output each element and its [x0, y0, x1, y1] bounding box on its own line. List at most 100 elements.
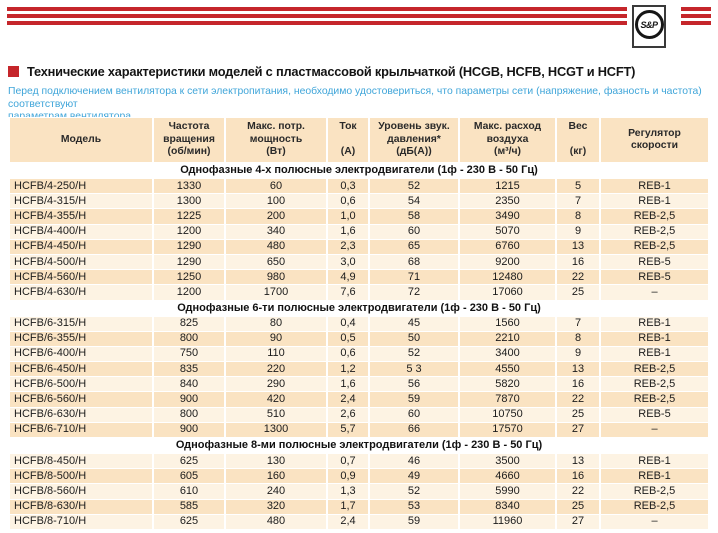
sp-logo-text: S&P: [640, 19, 658, 30]
model-cell: HCFB/6-450/H: [10, 362, 152, 377]
column-header-line: мощность: [249, 133, 303, 145]
table-row: HCFB/6-355/H 800 90 0,5 50 2210 8 REB-1: [10, 331, 708, 346]
value-cell-airflow: 1215: [460, 179, 555, 194]
value-cell-current: 2,4: [328, 392, 368, 407]
column-header-line: (об/мин): [167, 146, 211, 158]
value-cell-airflow: 17060: [460, 285, 555, 300]
section-title: Однофазные 4-х полюсные электродвигатели…: [10, 163, 708, 178]
value-cell-controller: REB-1: [601, 454, 708, 469]
column-header-line: Вес: [568, 121, 588, 133]
value-cell-speed: 1200: [154, 224, 224, 239]
value-cell-current: 1,2: [328, 362, 368, 377]
value-cell-noise: 49: [370, 469, 458, 484]
model-cell: HCFB/8-710/H: [10, 514, 152, 529]
value-cell-airflow: 2210: [460, 331, 555, 346]
value-cell-noise: 50: [370, 331, 458, 346]
red-stripe: [7, 21, 627, 25]
column-header-weight: Вес (кг): [557, 118, 599, 162]
table-row: HCFB/4-355/H 1225 200 1,0 58 3490 8 REB-2,5: [10, 209, 708, 224]
value-cell-noise: 59: [370, 514, 458, 529]
value-cell-noise: 45: [370, 316, 458, 331]
value-cell-controller: REB-5: [601, 407, 708, 422]
model-cell: HCFB/4-500/H: [10, 254, 152, 270]
value-cell-weight: 7: [557, 316, 599, 331]
column-header-line: Регулятор: [628, 127, 681, 139]
spec-table: Модель Частота вращения (об/мин) Макс. потр.…: [8, 117, 710, 530]
value-cell-speed: 800: [154, 331, 224, 346]
value-cell-controller: –: [601, 285, 708, 300]
table-row: HCFB/4-630/H 1200 1700 7,6 72 17060 25–: [10, 285, 708, 300]
value-cell-current: 0,5: [328, 331, 368, 346]
value-cell-power: 650: [226, 254, 326, 270]
value-cell-weight: 16: [557, 254, 599, 270]
value-cell-weight: 5: [557, 179, 599, 194]
column-header-line: Ток: [339, 121, 357, 133]
value-cell-power: 80: [226, 316, 326, 331]
model-cell: HCFB/6-500/H: [10, 377, 152, 392]
value-cell-power: 1300: [226, 422, 326, 437]
value-cell-controller: REB-2,5: [601, 362, 708, 377]
table-row: HCFB/8-560/H 610 240 1,3 52 5990 22 REB-2,5: [10, 484, 708, 499]
value-cell-power: 480: [226, 514, 326, 529]
value-cell-noise: 65: [370, 239, 458, 254]
value-cell-speed: 900: [154, 392, 224, 407]
value-cell-airflow: 4660: [460, 469, 555, 484]
intro-note-line: Перед подключением вентилятора к сети эл…: [8, 86, 702, 110]
column-header-line: вращения: [163, 133, 215, 145]
value-cell-airflow: 5990: [460, 484, 555, 499]
value-cell-current: 7,6: [328, 285, 368, 300]
model-cell: HCFB/8-560/H: [10, 484, 152, 499]
red-stripe: [7, 7, 627, 11]
value-cell-weight: 9: [557, 346, 599, 362]
red-square-bullet-icon: [8, 66, 19, 77]
section-title: Однофазные 6-ти полюсные электродвигател…: [10, 300, 708, 316]
column-header-power: Макс. потр. мощность (Вт): [226, 118, 326, 162]
column-header-airflow: Макс. расход воздуха (м³/ч): [460, 118, 555, 162]
value-cell-speed: 1250: [154, 270, 224, 285]
value-cell-current: 0,7: [328, 454, 368, 469]
model-cell: HCFB/6-560/H: [10, 392, 152, 407]
value-cell-power: 320: [226, 499, 326, 514]
value-cell-noise: 54: [370, 194, 458, 209]
value-cell-controller: REB-5: [601, 254, 708, 270]
sp-logo: S&P: [632, 5, 666, 48]
value-cell-power: 100: [226, 194, 326, 209]
value-cell-weight: 16: [557, 377, 599, 392]
column-header-line: Частота: [168, 121, 210, 133]
value-cell-noise: 60: [370, 224, 458, 239]
value-cell-airflow: 4550: [460, 362, 555, 377]
value-cell-controller: REB-2,5: [601, 392, 708, 407]
value-cell-speed: 900: [154, 422, 224, 437]
value-cell-speed: 800: [154, 407, 224, 422]
value-cell-controller: –: [601, 514, 708, 529]
value-cell-airflow: 9200: [460, 254, 555, 270]
value-cell-power: 980: [226, 270, 326, 285]
value-cell-weight: 8: [557, 209, 599, 224]
value-cell-controller: REB-1: [601, 194, 708, 209]
value-cell-controller: REB-1: [601, 469, 708, 484]
value-cell-power: 290: [226, 377, 326, 392]
red-stripe: [681, 14, 711, 18]
value-cell-speed: 610: [154, 484, 224, 499]
value-cell-controller: REB-1: [601, 346, 708, 362]
value-cell-weight: 25: [557, 285, 599, 300]
value-cell-power: 420: [226, 392, 326, 407]
column-header-line: (кг): [569, 146, 587, 158]
value-cell-airflow: 8340: [460, 499, 555, 514]
model-cell: HCFB/8-450/H: [10, 454, 152, 469]
value-cell-speed: 585: [154, 499, 224, 514]
value-cell-noise: 72: [370, 285, 458, 300]
column-header-current: Ток (А): [328, 118, 368, 162]
value-cell-power: 240: [226, 484, 326, 499]
red-stripe: [681, 21, 711, 25]
value-cell-airflow: 11960: [460, 514, 555, 529]
table-row: HCFB/4-450/H 1290 480 2,3 65 6760 13 REB-2,5: [10, 239, 708, 254]
table-row: HCFB/6-450/H 835 220 1,2 5 3 4550 13 REB-2,5: [10, 362, 708, 377]
model-cell: HCFB/4-630/H: [10, 285, 152, 300]
spec-table-head: Модель Частота вращения (об/мин) Макс. потр.…: [10, 118, 708, 162]
column-header-line: [557, 134, 599, 147]
value-cell-controller: REB-1: [601, 331, 708, 346]
model-cell: HCFB/6-400/H: [10, 346, 152, 362]
value-cell-speed: 1330: [154, 179, 224, 194]
